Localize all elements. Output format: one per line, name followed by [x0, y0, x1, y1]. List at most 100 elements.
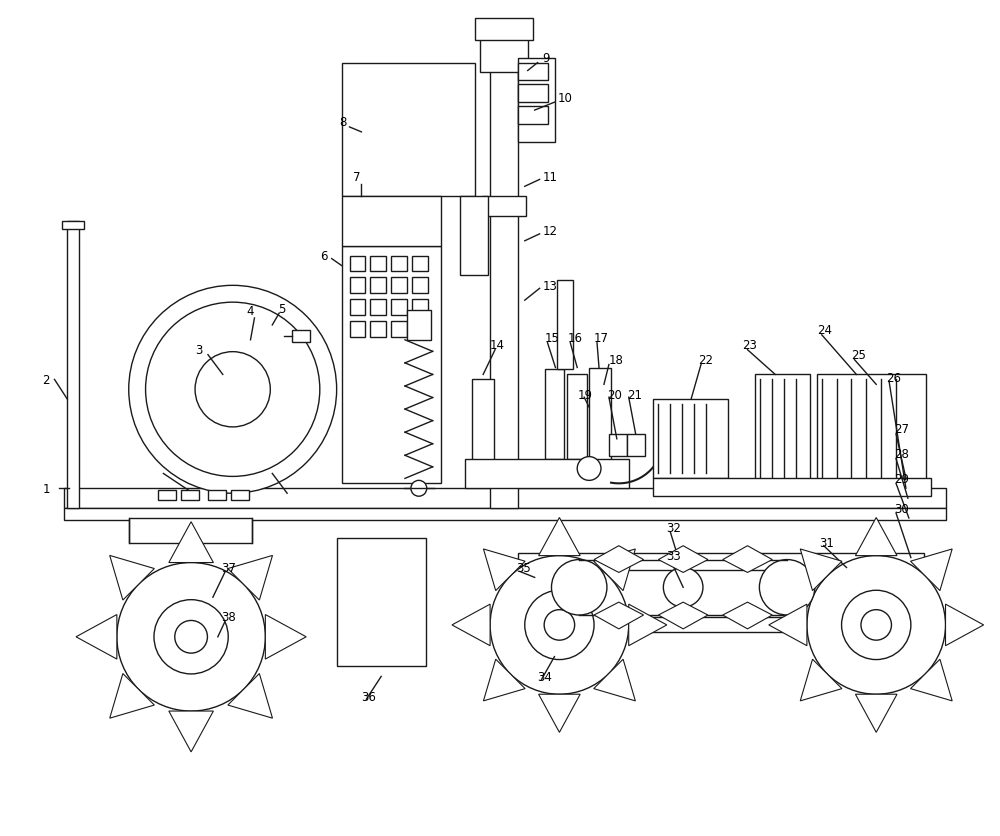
Text: 1: 1 [43, 482, 50, 495]
Bar [391, 278, 407, 294]
Bar [480, 33, 528, 74]
Polygon shape [452, 604, 490, 646]
Text: 7: 7 [353, 171, 361, 184]
Bar [412, 322, 428, 338]
Bar [518, 107, 548, 125]
Text: 19: 19 [577, 388, 592, 401]
Text: 3: 3 [195, 344, 202, 357]
Bar [370, 257, 386, 273]
Bar [653, 479, 931, 497]
Circle shape [759, 560, 815, 615]
Bar [589, 368, 611, 462]
Circle shape [544, 610, 575, 640]
Bar [412, 257, 428, 273]
Polygon shape [855, 517, 897, 556]
Bar [64, 489, 946, 508]
Bar [370, 322, 386, 338]
Bar [64, 508, 946, 520]
Text: 13: 13 [543, 279, 557, 293]
Bar [817, 375, 926, 489]
Polygon shape [169, 711, 213, 752]
Bar [181, 491, 199, 501]
Circle shape [525, 590, 594, 660]
Polygon shape [594, 546, 644, 573]
Text: 27: 27 [894, 423, 909, 436]
Polygon shape [265, 614, 306, 660]
Bar [350, 278, 365, 294]
Bar [208, 491, 226, 501]
Polygon shape [769, 604, 807, 646]
Bar [412, 300, 428, 316]
Bar [407, 311, 431, 340]
Polygon shape [76, 614, 117, 660]
Circle shape [117, 563, 265, 711]
Bar [518, 59, 555, 143]
Bar [129, 518, 252, 543]
Bar [518, 64, 548, 81]
Circle shape [490, 556, 629, 695]
Bar [518, 85, 548, 103]
Bar [518, 617, 924, 632]
Polygon shape [658, 546, 708, 573]
Bar [627, 435, 645, 456]
Text: 16: 16 [567, 332, 582, 345]
Text: 9: 9 [543, 52, 550, 65]
Bar [475, 19, 533, 41]
Text: 2: 2 [43, 374, 50, 386]
Text: 15: 15 [545, 332, 559, 345]
Polygon shape [629, 604, 667, 646]
Circle shape [175, 620, 207, 654]
Text: 14: 14 [490, 339, 505, 352]
Bar [755, 375, 810, 484]
Polygon shape [723, 546, 772, 573]
Bar [67, 222, 79, 508]
Circle shape [129, 286, 337, 493]
Text: 17: 17 [594, 332, 609, 345]
Text: 37: 37 [221, 561, 236, 574]
Text: 29: 29 [894, 472, 909, 486]
Polygon shape [855, 695, 897, 732]
Bar [518, 553, 924, 571]
Bar [391, 322, 407, 338]
Circle shape [842, 590, 911, 660]
Bar [337, 538, 426, 666]
Polygon shape [539, 695, 580, 732]
Text: 38: 38 [221, 611, 236, 624]
Polygon shape [228, 556, 272, 600]
Text: 11: 11 [543, 171, 558, 184]
Bar [482, 197, 526, 217]
Text: 35: 35 [516, 561, 531, 574]
Text: 23: 23 [743, 339, 757, 352]
Text: 28: 28 [894, 447, 909, 461]
Bar [391, 300, 407, 316]
Polygon shape [723, 603, 772, 630]
Polygon shape [946, 604, 984, 646]
Bar [62, 222, 84, 230]
Circle shape [551, 560, 607, 615]
Bar [490, 38, 518, 508]
Bar [350, 257, 365, 273]
Bar [158, 491, 176, 501]
Polygon shape [169, 522, 213, 563]
Bar [391, 257, 407, 273]
Polygon shape [483, 549, 525, 591]
Bar [231, 491, 249, 501]
Text: 8: 8 [340, 116, 347, 130]
Polygon shape [911, 660, 952, 701]
Bar [545, 370, 564, 459]
Circle shape [195, 352, 270, 427]
Text: 26: 26 [886, 371, 901, 385]
Bar [465, 459, 629, 489]
Bar [557, 281, 573, 370]
Text: 21: 21 [627, 388, 642, 401]
Circle shape [663, 568, 703, 608]
Bar [653, 400, 728, 479]
Bar [460, 197, 488, 276]
Text: 22: 22 [698, 354, 713, 367]
Polygon shape [800, 660, 842, 701]
Text: 34: 34 [538, 670, 552, 683]
Polygon shape [539, 517, 580, 556]
Text: 4: 4 [247, 304, 254, 317]
Circle shape [807, 556, 946, 695]
Polygon shape [658, 603, 708, 630]
